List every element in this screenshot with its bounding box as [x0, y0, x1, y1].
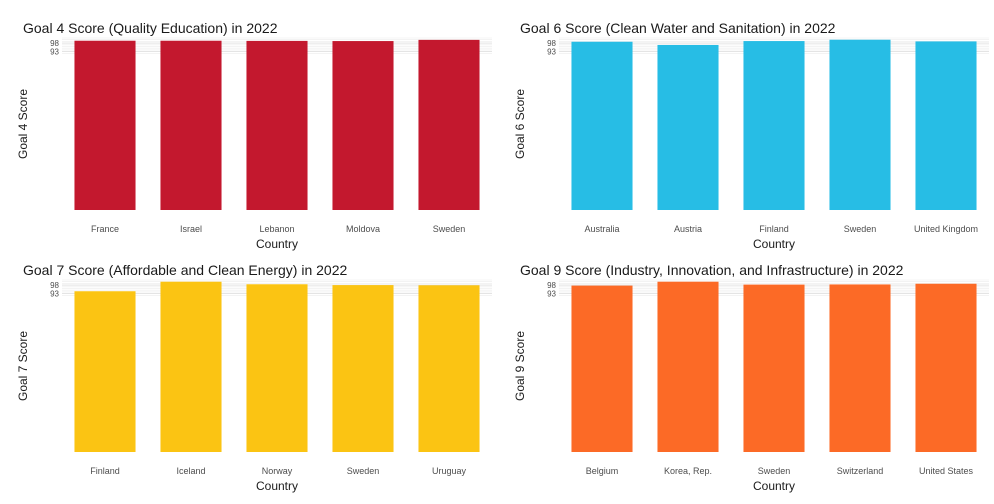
x-tick-label: United Kingdom — [914, 224, 978, 234]
x-tick-label: Finland — [90, 466, 120, 476]
x-tick-label: Moldova — [346, 224, 380, 234]
y-tick-label: 98 — [50, 281, 59, 290]
y-axis-title: Goal 7 Score — [16, 331, 30, 401]
x-tick-label: Australia — [584, 224, 619, 234]
x-tick-label: Sweden — [347, 466, 380, 476]
chart-title: Goal 9 Score (Industry, Innovation, and … — [520, 262, 904, 278]
x-tick-label: Belgium — [586, 466, 619, 476]
bar — [829, 39, 891, 210]
y-tick-label: 98 — [547, 281, 556, 290]
chart-title: Goal 6 Score (Clean Water and Sanitation… — [520, 20, 836, 36]
y-tick-label: 93 — [50, 290, 59, 299]
x-tick-label: Switzerland — [837, 466, 884, 476]
y-axis-title: Goal 6 Score — [513, 89, 527, 159]
bar — [74, 291, 136, 452]
chart-panel-3: Goal 7 Score (Affordable and Clean Energ… — [16, 262, 492, 493]
bar — [915, 41, 977, 210]
y-tick-label: 98 — [547, 39, 556, 48]
bar — [743, 284, 805, 452]
x-axis-title: Country — [256, 479, 298, 493]
bar — [657, 281, 719, 452]
chart-panel-2: Goal 6 Score (Clean Water and Sanitation… — [513, 20, 989, 251]
x-tick-label: Korea, Rep. — [664, 466, 712, 476]
bar — [160, 281, 222, 452]
x-tick-label: France — [91, 224, 119, 234]
chart-title: Goal 4 Score (Quality Education) in 2022 — [23, 20, 278, 36]
bar — [74, 40, 136, 211]
y-tick-label: 93 — [547, 290, 556, 299]
bar — [332, 41, 394, 211]
bar — [743, 41, 805, 211]
y-tick-label: 93 — [50, 48, 59, 57]
y-tick-label: 98 — [50, 39, 59, 48]
x-axis-title: Country — [256, 237, 298, 251]
x-axis-title: Country — [753, 237, 795, 251]
bar — [418, 285, 480, 452]
y-axis-title: Goal 9 Score — [513, 331, 527, 401]
y-axis-title: Goal 4 Score — [16, 89, 30, 159]
bar — [246, 284, 308, 452]
bar — [160, 40, 222, 211]
x-tick-label: Norway — [262, 466, 293, 476]
chart-panel-1: Goal 4 Score (Quality Education) in 2022… — [16, 20, 492, 251]
bar — [246, 40, 308, 210]
chart-title: Goal 7 Score (Affordable and Clean Energ… — [23, 262, 347, 278]
x-tick-label: Finland — [759, 224, 789, 234]
x-tick-label: Lebanon — [259, 224, 294, 234]
bar — [829, 284, 891, 452]
x-tick-label: Austria — [674, 224, 702, 234]
bar — [657, 44, 719, 210]
x-tick-label: Uruguay — [432, 466, 467, 476]
bar — [915, 283, 977, 452]
bar — [571, 41, 633, 210]
x-tick-label: Iceland — [176, 466, 205, 476]
y-tick-label: 93 — [547, 48, 556, 57]
x-tick-label: Sweden — [758, 466, 791, 476]
bar — [571, 285, 633, 452]
bar — [418, 39, 480, 211]
bar — [332, 285, 394, 452]
x-tick-label: Israel — [180, 224, 202, 234]
x-tick-label: Sweden — [433, 224, 466, 234]
x-tick-label: Sweden — [844, 224, 877, 234]
x-tick-label: United States — [919, 466, 974, 476]
chart-panel-4: Goal 9 Score (Industry, Innovation, and … — [513, 262, 989, 493]
x-axis-title: Country — [753, 479, 795, 493]
